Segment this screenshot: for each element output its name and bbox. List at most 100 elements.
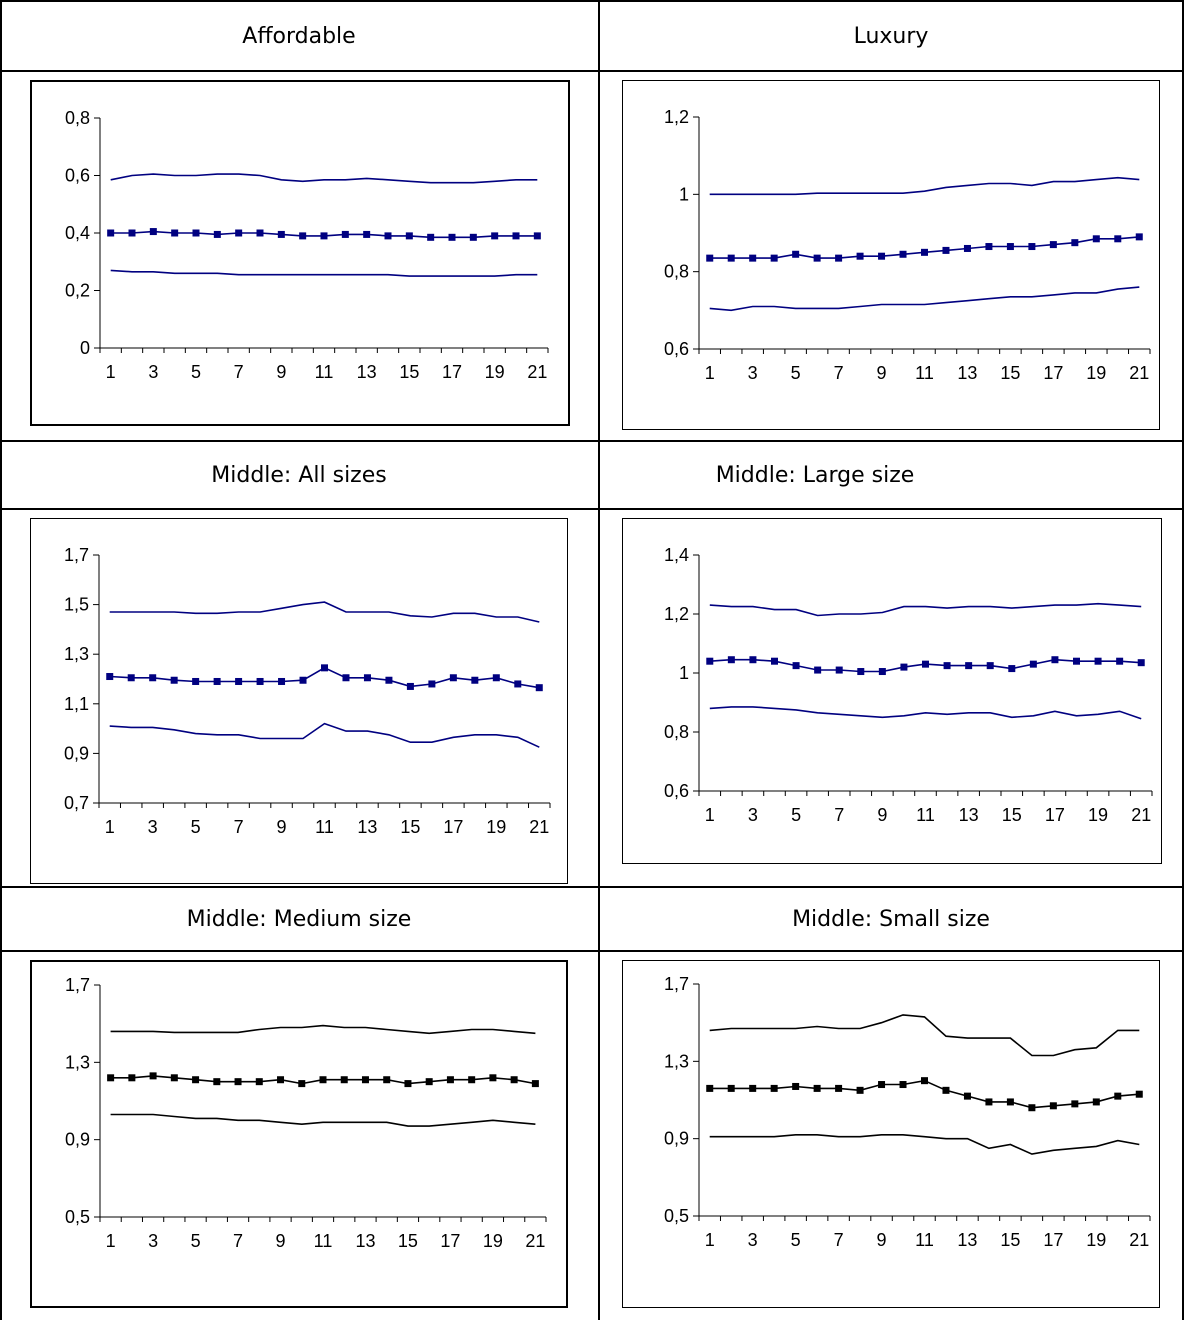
x-tick-label: 21 <box>525 1231 545 1251</box>
x-tick-label: 5 <box>791 1230 801 1250</box>
data-point <box>1028 243 1036 251</box>
data-point <box>1116 657 1124 665</box>
data-point <box>127 674 135 682</box>
data-point <box>1049 1102 1057 1110</box>
series-line-upper <box>110 1024 536 1035</box>
data-point <box>471 676 479 684</box>
data-point <box>235 677 243 685</box>
data-point <box>942 1086 950 1094</box>
data-point <box>128 1074 136 1082</box>
data-point <box>965 662 973 670</box>
chart-frame-affordable: 0 0,2 0,4 0,6 0,8 1 3 5 7 9 11 13 15 17 19 21 <box>30 80 570 426</box>
grid-line <box>0 0 1184 2</box>
data-point <box>835 666 843 674</box>
x-tick-label: 11 <box>314 1231 333 1251</box>
data-point <box>727 1084 735 1092</box>
data-point <box>406 682 414 690</box>
data-point <box>446 1076 454 1084</box>
data-point <box>448 233 456 241</box>
series-line-lower <box>110 1113 536 1127</box>
data-point <box>1094 657 1102 665</box>
data-point <box>1029 660 1037 668</box>
x-tick-label: 9 <box>877 805 887 825</box>
data-point <box>107 229 115 237</box>
data-point <box>363 674 371 682</box>
x-tick-label: 1 <box>106 1231 116 1251</box>
x-tick-label: 3 <box>148 817 158 837</box>
series-line-upper <box>709 176 1140 196</box>
data-point <box>1049 241 1057 249</box>
data-point <box>856 252 864 260</box>
data-point <box>363 230 371 238</box>
data-point <box>213 1078 221 1086</box>
data-point <box>491 232 499 240</box>
data-point <box>469 233 477 241</box>
x-tick-label: 7 <box>233 1231 243 1251</box>
data-point <box>361 1076 369 1084</box>
y-tick-label: 0,4 <box>65 223 90 243</box>
data-point <box>278 677 286 685</box>
data-point <box>770 254 778 262</box>
data-point <box>1114 235 1122 243</box>
data-point <box>1135 233 1143 241</box>
x-tick-label: 13 <box>957 363 977 383</box>
data-point <box>492 674 500 682</box>
grid-line <box>598 0 600 1320</box>
data-point <box>1073 657 1080 665</box>
data-point <box>856 1086 864 1094</box>
data-point <box>425 1078 433 1086</box>
data-point <box>170 676 178 684</box>
series-line-lower <box>709 286 1140 312</box>
grid-line <box>0 440 1184 442</box>
x-tick-label: 13 <box>355 1231 375 1251</box>
y-tick-label: 1 <box>679 184 689 204</box>
data-point <box>510 1076 518 1084</box>
data-point <box>535 684 543 692</box>
data-point <box>299 676 307 684</box>
data-point <box>963 1092 971 1100</box>
data-point <box>792 250 800 258</box>
x-tick-label: 3 <box>148 1231 158 1251</box>
y-tick-label: 1,4 <box>664 545 689 565</box>
y-tick-label: 1,7 <box>664 974 689 994</box>
data-point <box>921 248 928 256</box>
data-point <box>234 1078 242 1086</box>
y-tick-label: 1,1 <box>64 694 89 714</box>
grid-line <box>0 0 2 1320</box>
data-point <box>749 656 757 664</box>
data-point <box>942 246 950 254</box>
data-point <box>107 1074 115 1082</box>
series-line-upper <box>709 1014 1140 1057</box>
x-tick-label: 13 <box>957 1230 977 1250</box>
x-tick-label: 15 <box>1002 805 1022 825</box>
y-tick-label: 0,6 <box>664 781 689 801</box>
data-point <box>706 1084 714 1092</box>
data-point <box>792 1082 800 1090</box>
data-point <box>149 674 157 682</box>
data-point <box>277 1076 285 1084</box>
x-tick-label: 3 <box>748 363 758 383</box>
data-point <box>384 232 392 240</box>
x-tick-label: 1 <box>705 1230 715 1250</box>
y-tick-label: 1,3 <box>664 1051 689 1071</box>
data-point <box>921 1077 928 1085</box>
y-tick-label: 1 <box>679 663 689 683</box>
chart-frame-middle-large: 0,6 0,8 1 1,2 1,4 1 3 5 7 9 11 13 15 17 19 21 <box>622 518 1162 864</box>
grid-line <box>0 508 1184 510</box>
x-tick-label: 19 <box>486 817 506 837</box>
x-tick-label: 9 <box>276 1231 286 1251</box>
panel-title: Middle: All sizes <box>211 462 387 488</box>
x-tick-label: 21 <box>527 362 547 382</box>
x-tick-label: 17 <box>1045 805 1065 825</box>
data-point <box>1114 1092 1122 1100</box>
data-point <box>342 674 350 682</box>
x-tick-label: 11 <box>915 363 934 383</box>
x-tick-label: 3 <box>748 805 758 825</box>
x-tick-label: 11 <box>916 805 935 825</box>
y-tick-label: 1,3 <box>64 644 89 664</box>
x-tick-label: 5 <box>191 362 201 382</box>
x-tick-label: 17 <box>442 362 462 382</box>
y-tick-label: 0,5 <box>664 1206 689 1226</box>
x-tick-label: 13 <box>357 817 377 837</box>
